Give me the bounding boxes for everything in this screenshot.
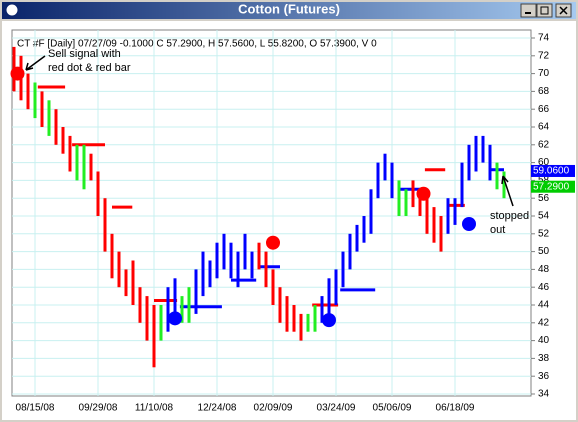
y-tick-label: 72 — [538, 50, 550, 61]
y-tick-label: 66 — [538, 104, 550, 115]
x-tick-label: 11/10/08 — [135, 403, 174, 414]
signal-dot — [462, 217, 476, 232]
y-tick-label: 70 — [538, 68, 550, 79]
price-tag-label: 57.2900 — [533, 181, 570, 192]
y-tick-label: 62 — [538, 139, 550, 150]
plot-frame — [11, 29, 532, 397]
app-icon — [5, 3, 19, 17]
price-tag — [531, 164, 575, 177]
y-tick-label: 56 — [538, 193, 550, 204]
x-tick-label: 03/24/09 — [317, 403, 356, 414]
y-tick-label: 60 — [538, 157, 550, 168]
y-tick-label: 68 — [538, 86, 550, 97]
y-tick-label: 48 — [538, 264, 550, 275]
price-tag — [531, 180, 575, 193]
arrow — [25, 55, 46, 71]
annotation: stopped — [490, 210, 529, 222]
signal-dot — [168, 311, 182, 326]
annotation: out — [490, 224, 505, 236]
annotation: red dot & red bar — [48, 62, 131, 74]
y-tick-label: 54 — [538, 211, 550, 222]
arrow — [501, 175, 514, 207]
y-tick-label: 52 — [538, 228, 550, 239]
price-tag-label: 59.0600 — [533, 166, 570, 177]
maximize-button[interactable] — [536, 3, 553, 18]
signal-dot — [266, 235, 280, 250]
x-tick-label: 12/24/08 — [198, 403, 237, 414]
signal-dot — [416, 186, 431, 201]
y-tick-label: 42 — [538, 317, 550, 328]
x-tick-label: 05/06/09 — [373, 403, 412, 414]
y-tick-label: 36 — [538, 371, 550, 382]
x-tick-label: 02/09/09 — [254, 403, 293, 414]
x-tick-label: 09/29/08 — [79, 403, 118, 414]
y-tick-label: 46 — [538, 282, 550, 293]
y-tick-label: 50 — [538, 246, 550, 257]
window-buttons[interactable] — [520, 3, 572, 18]
y-tick-label: 40 — [538, 335, 550, 346]
minimize-button[interactable] — [520, 3, 537, 18]
y-tick-label: 58 — [538, 175, 550, 186]
signal-dot — [322, 313, 336, 328]
x-tick-label: 06/18/09 — [436, 403, 475, 414]
x-tick-label: 08/15/08 — [16, 403, 55, 414]
info-line: CT #F [Daily] 07/27/09 -0.1000 C 57.2900… — [17, 39, 377, 50]
signal-dot — [10, 66, 25, 81]
title-bar — [2, 2, 576, 19]
y-tick-label: 64 — [538, 122, 550, 133]
window-title: Cotton (Futures) — [238, 1, 340, 16]
y-tick-label: 74 — [538, 33, 550, 44]
y-tick-label: 34 — [538, 389, 550, 400]
annotation: Sell signal with — [48, 48, 121, 60]
y-tick-label: 38 — [538, 353, 550, 364]
y-tick-label: 44 — [538, 300, 550, 311]
